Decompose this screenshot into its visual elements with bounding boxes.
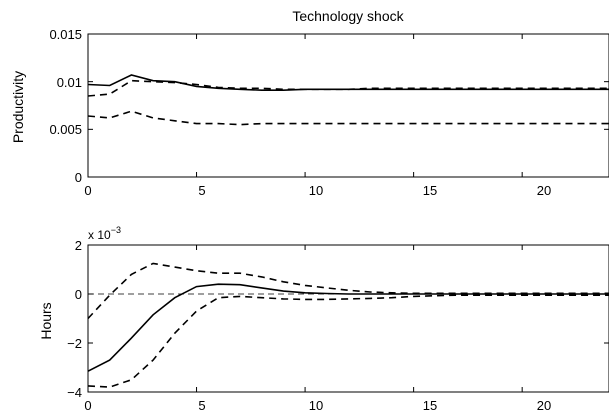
x-tick-label-0: 0: [84, 183, 91, 198]
y-tick-label-minus-2: −2: [67, 336, 82, 351]
y-tick-label-2: 2: [75, 238, 82, 253]
x-tick-label-20: 20: [537, 183, 551, 198]
hours-confidence-band-line-1: [87, 262, 609, 320]
y-tick-label-0.01: 0.01: [57, 75, 82, 90]
y-tick-label-0.015: 0.015: [49, 27, 82, 42]
y-tick-label-0.005: 0.005: [49, 122, 82, 137]
y-axis-label-productivity: Productivity: [10, 71, 26, 143]
x-tick-label-10: 10: [309, 183, 323, 198]
x-tick-label-5: 5: [198, 183, 205, 198]
hours-response-line: [87, 283, 609, 372]
y-axis-label-hours: Hours: [38, 302, 54, 339]
y-tick-label-0: 0: [75, 170, 82, 185]
y-exponent-power: −3: [111, 225, 121, 235]
productivity-confidence-band-line-1: [87, 79, 609, 97]
y-tick-label-0: 0: [75, 287, 82, 302]
y-tick-label-minus-4: −4: [67, 385, 82, 400]
x-tick-label-20: 20: [537, 398, 551, 413]
plot-frame-productivity: [87, 33, 609, 178]
x-tick-label-15: 15: [423, 398, 437, 413]
x-tick-label-15: 15: [423, 183, 437, 198]
chart-title: Technology shock: [292, 8, 404, 24]
productivity-confidence-band-line-2: [87, 110, 609, 126]
y-exponent-label: x 10−3: [88, 225, 121, 242]
x-tick-label-0: 0: [84, 398, 91, 413]
hours-panel: x 10−3 Hours 2 0 −2 −4 0 5 10 15 20: [38, 225, 609, 413]
y-exponent-base: x 10: [88, 228, 111, 242]
x-tick-label-5: 5: [198, 398, 205, 413]
hours-confidence-band-line-2: [87, 294, 609, 388]
plot-frame-hours: [87, 244, 609, 393]
x-tick-label-10: 10: [309, 398, 323, 413]
productivity-panel: Technology shock Productivity 0.015 0.01…: [10, 8, 609, 198]
